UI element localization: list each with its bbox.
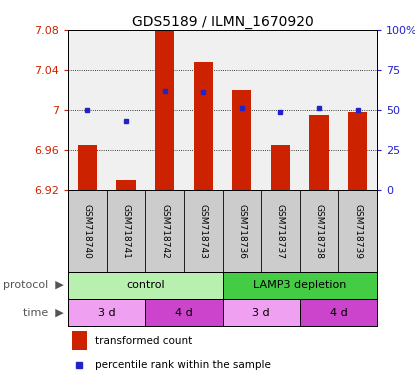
Bar: [78, 145, 97, 190]
Text: GSM718740: GSM718740: [83, 204, 92, 258]
Bar: [222, 299, 300, 326]
Text: 4 d: 4 d: [330, 308, 347, 318]
Text: GSM718737: GSM718737: [276, 204, 285, 258]
Text: GSM718739: GSM718739: [353, 204, 362, 258]
Bar: [222, 272, 377, 299]
Bar: [271, 145, 290, 190]
Text: LAMP3 depletion: LAMP3 depletion: [253, 280, 347, 291]
Text: control: control: [126, 280, 165, 291]
Bar: [68, 272, 222, 299]
Text: GSM718738: GSM718738: [315, 204, 324, 258]
Text: percentile rank within the sample: percentile rank within the sample: [95, 360, 271, 370]
Bar: [68, 299, 145, 326]
Text: protocol  ▶: protocol ▶: [3, 280, 64, 291]
Bar: [116, 180, 136, 190]
Bar: [155, 30, 174, 190]
Text: transformed count: transformed count: [95, 336, 192, 346]
Bar: [348, 112, 367, 190]
Bar: [193, 62, 213, 190]
Bar: [310, 115, 329, 190]
Text: GSM718741: GSM718741: [122, 204, 130, 258]
Bar: [232, 90, 251, 190]
Text: GSM718743: GSM718743: [199, 204, 208, 258]
Bar: [72, 331, 87, 350]
Text: GSM718742: GSM718742: [160, 204, 169, 258]
Text: 3 d: 3 d: [98, 308, 115, 318]
Bar: [145, 299, 222, 326]
Text: 3 d: 3 d: [252, 308, 270, 318]
Text: GSM718736: GSM718736: [237, 204, 247, 258]
Text: time  ▶: time ▶: [23, 308, 64, 318]
Text: 4 d: 4 d: [175, 308, 193, 318]
Bar: [300, 299, 377, 326]
Title: GDS5189 / ILMN_1670920: GDS5189 / ILMN_1670920: [132, 15, 313, 29]
